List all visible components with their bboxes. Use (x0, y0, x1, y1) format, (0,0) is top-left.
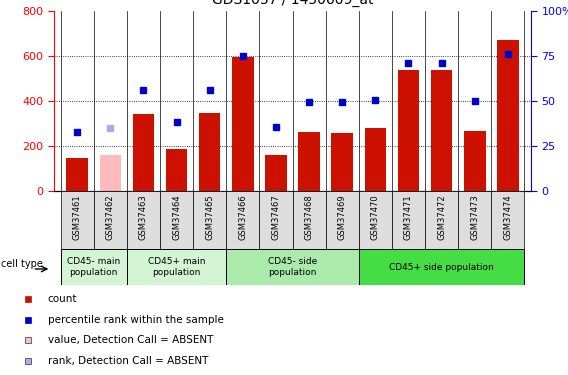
Text: CD45+ side population: CD45+ side population (389, 262, 494, 272)
Bar (497, 40, 519, 191)
Bar (265, 155, 287, 191)
Bar (127, 249, 226, 285)
Bar (133, 114, 154, 191)
Bar (398, 70, 419, 191)
Bar (293, 191, 325, 249)
Bar (61, 191, 94, 249)
Text: CD45+ main
population: CD45+ main population (148, 258, 205, 277)
Bar (332, 133, 353, 191)
Bar (458, 191, 491, 249)
Text: GSM37461: GSM37461 (73, 194, 82, 240)
Bar (260, 191, 293, 249)
Text: GSM37473: GSM37473 (470, 194, 479, 240)
Text: rank, Detection Call = ABSENT: rank, Detection Call = ABSENT (48, 356, 208, 366)
Text: value, Detection Call = ABSENT: value, Detection Call = ABSENT (48, 335, 213, 345)
Bar (298, 132, 320, 191)
Bar (359, 191, 392, 249)
Text: GSM37462: GSM37462 (106, 194, 115, 240)
Text: GSM37465: GSM37465 (205, 194, 214, 240)
Bar (166, 148, 187, 191)
Text: GSM37469: GSM37469 (338, 194, 346, 240)
Bar (359, 249, 524, 285)
Bar (127, 191, 160, 249)
Text: CD45- main
population: CD45- main population (67, 258, 120, 277)
Text: CD45- side
population: CD45- side population (268, 258, 317, 277)
Bar (226, 191, 260, 249)
Text: GSM37463: GSM37463 (139, 194, 148, 240)
Bar (491, 191, 524, 249)
Bar (392, 191, 425, 249)
Text: GSM37470: GSM37470 (371, 194, 380, 240)
Bar (99, 155, 121, 191)
Bar (226, 249, 359, 285)
Text: GSM37472: GSM37472 (437, 194, 446, 240)
Bar (94, 191, 127, 249)
Bar (232, 57, 253, 191)
Text: GSM37471: GSM37471 (404, 194, 413, 240)
Title: GDS1037 / 1450609_at: GDS1037 / 1450609_at (212, 0, 373, 8)
Bar (464, 131, 486, 191)
Text: GSM37464: GSM37464 (172, 194, 181, 240)
Text: GSM37468: GSM37468 (304, 194, 314, 240)
Bar (431, 70, 452, 191)
Bar (66, 158, 88, 191)
Bar (325, 191, 359, 249)
Text: percentile rank within the sample: percentile rank within the sample (48, 315, 223, 325)
Bar (160, 191, 193, 249)
Bar (199, 112, 220, 191)
Text: GSM37466: GSM37466 (239, 194, 247, 240)
Bar (425, 191, 458, 249)
Bar (193, 191, 226, 249)
Text: GSM37467: GSM37467 (272, 194, 281, 240)
Text: GSM37474: GSM37474 (503, 194, 512, 240)
Text: count: count (48, 294, 77, 304)
Bar (365, 128, 386, 191)
Bar (61, 249, 127, 285)
Text: cell type: cell type (1, 259, 43, 268)
